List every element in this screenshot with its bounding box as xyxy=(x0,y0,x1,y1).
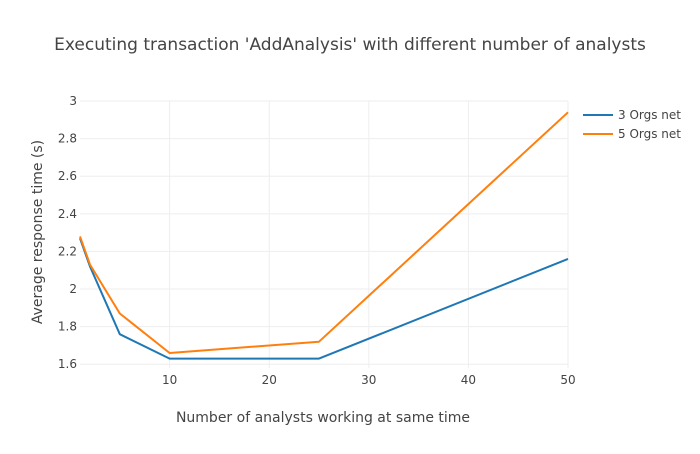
chart-title: Executing transaction 'AddAnalysis' with… xyxy=(54,35,646,55)
y-tick-label: 1.6 xyxy=(58,357,77,371)
y-tick-label: 3 xyxy=(69,94,77,108)
y-tick-label: 2.8 xyxy=(58,132,77,146)
x-tick-label: 20 xyxy=(262,373,277,387)
x-axis-ticks: 10 20 30 40 50 xyxy=(162,373,576,387)
y-tick-label: 2 xyxy=(69,282,77,296)
y-axis-title: Average response time (s) xyxy=(30,140,46,324)
grid xyxy=(80,100,569,368)
y-tick-label: 1.8 xyxy=(58,320,77,334)
series-line-5-orgs-net xyxy=(79,111,569,354)
y-tick-label: 2.6 xyxy=(58,169,77,183)
y-tick-label: 2.2 xyxy=(58,244,77,258)
legend-item-3-orgs-net[interactable]: 3 Orgs net xyxy=(583,108,681,122)
x-axis-title: Number of analysts working at same time xyxy=(176,410,470,426)
legend-label: 3 Orgs net xyxy=(618,108,681,122)
series-layer xyxy=(79,111,569,360)
x-tick-label: 40 xyxy=(461,373,476,387)
legend[interactable]: 3 Orgs net 5 Orgs net xyxy=(583,108,681,141)
x-tick-label: 50 xyxy=(560,373,575,387)
y-tick-label: 2.4 xyxy=(58,207,77,221)
legend-item-5-orgs-net[interactable]: 5 Orgs net xyxy=(583,127,681,141)
x-tick-label: 10 xyxy=(162,373,177,387)
y-axis-ticks: 1.6 1.8 2 2.2 2.4 2.6 2.8 3 xyxy=(58,94,77,371)
legend-label: 5 Orgs net xyxy=(618,127,681,141)
x-tick-label: 30 xyxy=(361,373,376,387)
